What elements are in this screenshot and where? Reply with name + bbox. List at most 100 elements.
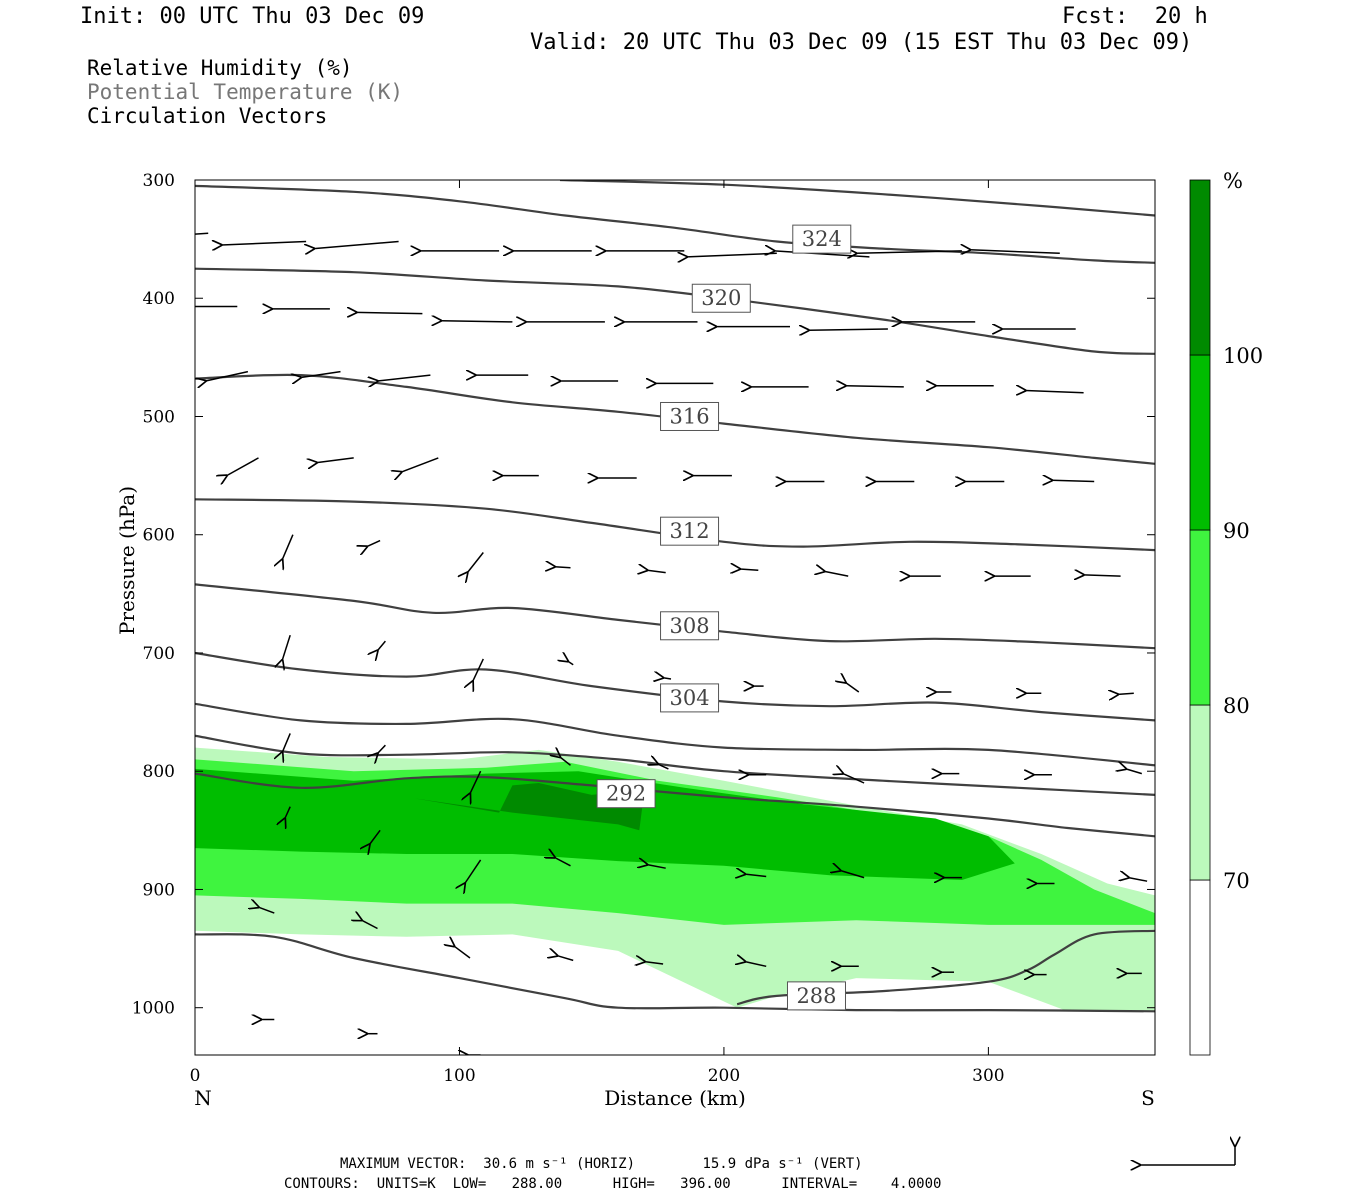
- y-tick-label: 800: [143, 762, 175, 782]
- theta-contour-unlabeled-1: [559, 180, 1155, 217]
- circulation-vector: [282, 634, 291, 660]
- theta-label: 324: [802, 227, 842, 251]
- circulation-vector: [454, 946, 471, 959]
- circulation-vector: [687, 253, 777, 257]
- circulation-vector: [809, 329, 888, 330]
- y-tick-label: 900: [143, 880, 175, 900]
- circulation-vector: [227, 457, 259, 476]
- circulation-vector: [846, 386, 904, 387]
- theta-label: 320: [701, 286, 741, 310]
- rh-fill-layer: [195, 747, 1155, 1012]
- theta-label-box: [660, 401, 720, 431]
- theta-label: 308: [669, 614, 709, 638]
- y-tick-label: 500: [143, 407, 175, 427]
- forecast-hour: Fcst: 20 h: [1062, 4, 1208, 29]
- circulation-vector: [1129, 878, 1148, 882]
- colorbar-segment: [1189, 529, 1211, 706]
- circulation-vector: [645, 962, 664, 964]
- valid-time: Valid: 20 UTC Thu 03 Dec 09 (15 EST Thu …: [530, 30, 1193, 55]
- circulation-vector: [378, 640, 386, 651]
- circulation-vector: [465, 859, 482, 884]
- y-tick-label: 600: [143, 526, 175, 546]
- theta-contour-unlabeled-8: [195, 734, 1155, 796]
- circulation-vector: [1025, 391, 1084, 393]
- circulation-vector: [846, 683, 860, 693]
- circulation-vector: [206, 370, 249, 381]
- circulation-vector: [555, 858, 571, 867]
- circulation-vector: [856, 251, 962, 253]
- circulation-vector: [840, 871, 865, 879]
- circulation-vector: [970, 250, 1060, 254]
- circulation-vector: [370, 829, 381, 844]
- theta-contour-324: [195, 184, 1155, 264]
- max-vector-note: MAXIMUM VECTOR: 30.6 m s⁻¹ (HORIZ) 15.9 …: [340, 1156, 863, 1172]
- contour-note: CONTOURS: UNITS=K LOW= 288.00 HIGH= 396.…: [284, 1176, 942, 1192]
- circulation-vector: [663, 678, 672, 679]
- circulation-vector: [1126, 769, 1143, 775]
- rh-region-100: [414, 783, 645, 831]
- colorbar-segment: [1189, 354, 1211, 531]
- theta-label: 288: [796, 984, 836, 1008]
- circulation-vector: [282, 534, 294, 560]
- y-axis-label: Pressure (hPa): [115, 486, 139, 635]
- circulation-vector: [467, 552, 484, 573]
- init-time: Init: 00 UTC Thu 03 Dec 09: [80, 4, 425, 29]
- theta-label: 316: [669, 404, 709, 428]
- theta-label: 304: [669, 686, 709, 710]
- circulation-vector: [647, 570, 666, 572]
- colorbar-level-label: 70: [1223, 869, 1250, 893]
- field-label-rh: Relative Humidity (%): [87, 56, 353, 80]
- axes: 300 400 500 600 700 800 900 1000 0 100 200 300 Dista…: [115, 171, 1155, 1110]
- circulation-vector: [314, 240, 399, 249]
- circulation-vector: [317, 457, 354, 463]
- circulation-vector: [568, 661, 574, 666]
- theta-contour-320: [195, 267, 1155, 355]
- circulation-vector: [259, 907, 275, 914]
- theta-label-box: [660, 516, 720, 546]
- theta-label-box: [786, 981, 846, 1011]
- x-tick-label: 0: [190, 1066, 201, 1086]
- colorbar-unit: %: [1223, 169, 1243, 193]
- theta-contour-292: [195, 772, 1155, 838]
- circulation-vector: [560, 757, 571, 766]
- y-tick-label: 700: [143, 644, 175, 664]
- theta-label-box: [660, 611, 720, 641]
- colorbar-level-label: 100: [1223, 344, 1263, 368]
- field-label-vectors: Circulation Vectors: [87, 104, 328, 128]
- vector-layer: [195, 232, 1148, 1055]
- field-label-theta: Potential Temperature (K): [87, 80, 404, 104]
- circulation-vector: [367, 539, 381, 547]
- y-tick-label: 1000: [132, 999, 175, 1019]
- colorbar-segment: [1189, 704, 1211, 881]
- circulation-vector: [473, 658, 484, 682]
- y-tick-label: 300: [143, 171, 175, 191]
- theta-label: 312: [669, 519, 709, 543]
- circulation-vector: [285, 806, 291, 819]
- end-label-left: N: [194, 1086, 212, 1110]
- circulation-vector: [843, 774, 865, 784]
- x-tick-label: 300: [972, 1066, 1004, 1086]
- theta-label-box: [792, 224, 852, 254]
- rh-region-90: [195, 768, 1015, 880]
- circulation-vector: [1052, 480, 1095, 481]
- colorbar-segment: [1189, 879, 1211, 1056]
- circulation-vector: [555, 567, 571, 568]
- circulation-vector: [647, 865, 666, 869]
- circulation-vector: [658, 764, 669, 770]
- theta-label-box: [660, 683, 720, 713]
- reference-vector-icon: [1140, 1146, 1235, 1165]
- circulation-vector: [1118, 693, 1134, 694]
- theta-contour-288: [195, 933, 1155, 1013]
- circulation-vector: [356, 312, 423, 313]
- colorbar-segment: [1189, 179, 1211, 356]
- circulation-vector: [745, 874, 767, 876]
- circulation-vector: [221, 242, 307, 246]
- circulation-vector: [740, 569, 759, 570]
- theta-label: 292: [606, 782, 646, 806]
- y-tick-label: 400: [143, 289, 175, 309]
- colorbar: 70 80 90 100%: [1189, 169, 1263, 1056]
- circulation-vector: [745, 962, 767, 968]
- colorbar-level-label: 80: [1223, 694, 1250, 718]
- circulation-vector: [378, 744, 386, 753]
